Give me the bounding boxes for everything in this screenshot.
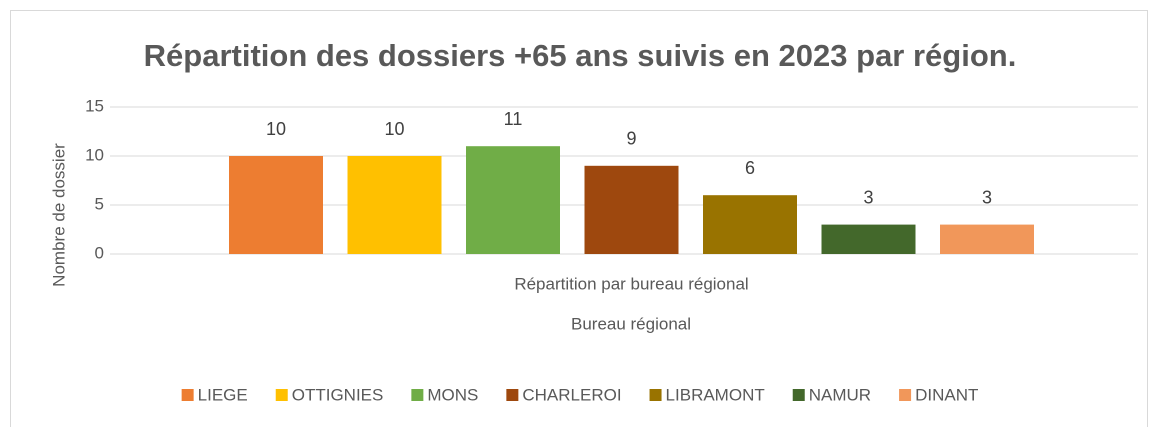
legend-label: MONS [427, 385, 478, 404]
data-label: 10 [384, 119, 404, 139]
chart-title: Répartition des dossiers +65 ans suivis … [144, 38, 1017, 73]
x-tick-label: Répartition par bureau régional [514, 274, 748, 293]
legend-label: CHARLEROI [522, 385, 621, 404]
legend-swatch [899, 389, 912, 401]
y-tick-label: 0 [95, 243, 104, 262]
legend-label: LIEGE [198, 385, 248, 404]
legend-swatch [275, 389, 288, 401]
bar [584, 165, 679, 254]
x-axis-title: Bureau régional [571, 314, 691, 333]
legend-swatch [649, 389, 662, 401]
y-tick-label: 10 [85, 145, 104, 164]
bar [940, 224, 1034, 254]
legend-label: NAMUR [809, 385, 871, 404]
data-label: 3 [982, 187, 992, 207]
chart-border [10, 10, 1148, 427]
legend-swatch [506, 389, 519, 401]
y-axis-title: Nombre de dossier [49, 143, 68, 287]
legend-label: OTTIGNIES [292, 385, 384, 404]
y-tick-label: 5 [95, 194, 104, 213]
bar [703, 195, 797, 254]
y-tick-label: 15 [85, 96, 104, 115]
data-label: 10 [266, 119, 286, 139]
legend-label: DINANT [915, 385, 978, 404]
legend-swatch [411, 389, 424, 401]
bar [229, 156, 323, 254]
data-label: 3 [863, 187, 873, 207]
bar [347, 156, 442, 254]
data-label: 9 [626, 129, 636, 149]
legend-swatch [792, 389, 805, 401]
legend-label: LIBRAMONT [666, 385, 765, 404]
legend-swatch [181, 389, 194, 401]
bar [466, 146, 560, 254]
data-label: 6 [745, 158, 755, 178]
bar [821, 224, 916, 254]
data-label: 11 [504, 109, 523, 129]
